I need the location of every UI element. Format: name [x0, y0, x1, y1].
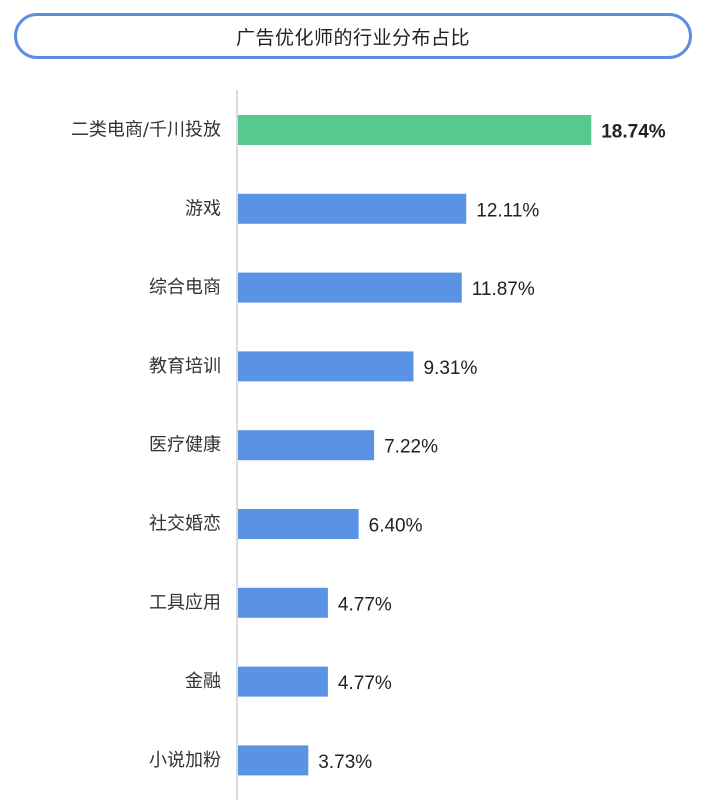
value-labels: 18.74% 12.11% 11.87% 9.31% 7.22% 6.40% 4.77% 4.…: [318, 122, 665, 773]
category-label-3: 教育培训: [149, 356, 221, 377]
chart-title-box: 广告优化师的行业分布占比: [14, 13, 692, 59]
bar-5: [238, 509, 359, 539]
bar-1: [238, 193, 467, 224]
category-label-4: 医疗健康: [149, 435, 221, 456]
value-label-1: 12.11%: [476, 200, 539, 221]
bar-3: [238, 351, 414, 382]
value-label-0: 18.74%: [601, 122, 666, 143]
category-label-1: 游戏: [185, 198, 221, 219]
bar-0: [238, 115, 592, 145]
bar-7: [238, 666, 328, 697]
bar-6: [238, 587, 328, 618]
value-label-3: 9.31%: [423, 358, 477, 379]
bar-4: [238, 430, 375, 461]
value-label-7: 4.77%: [338, 673, 392, 694]
value-label-5: 6.40%: [369, 516, 423, 537]
bar-8: [238, 745, 309, 776]
category-label-0: 二类电商/千川投放: [71, 120, 221, 141]
category-label-6: 工具应用: [149, 592, 221, 613]
value-label-4: 7.22%: [384, 437, 438, 458]
category-label-8: 小说加粉: [149, 750, 221, 771]
value-label-8: 3.73%: [318, 752, 372, 773]
value-label-2: 11.87%: [472, 279, 535, 300]
category-label-2: 综合电商: [149, 277, 221, 298]
value-label-6: 4.77%: [338, 594, 392, 615]
chart-title: 广告优化师的行业分布占比: [235, 26, 470, 49]
category-label-7: 金融: [185, 671, 221, 692]
bars-group: [238, 115, 592, 776]
category-label-5: 社交婚恋: [149, 513, 221, 535]
bar-2: [238, 272, 462, 303]
